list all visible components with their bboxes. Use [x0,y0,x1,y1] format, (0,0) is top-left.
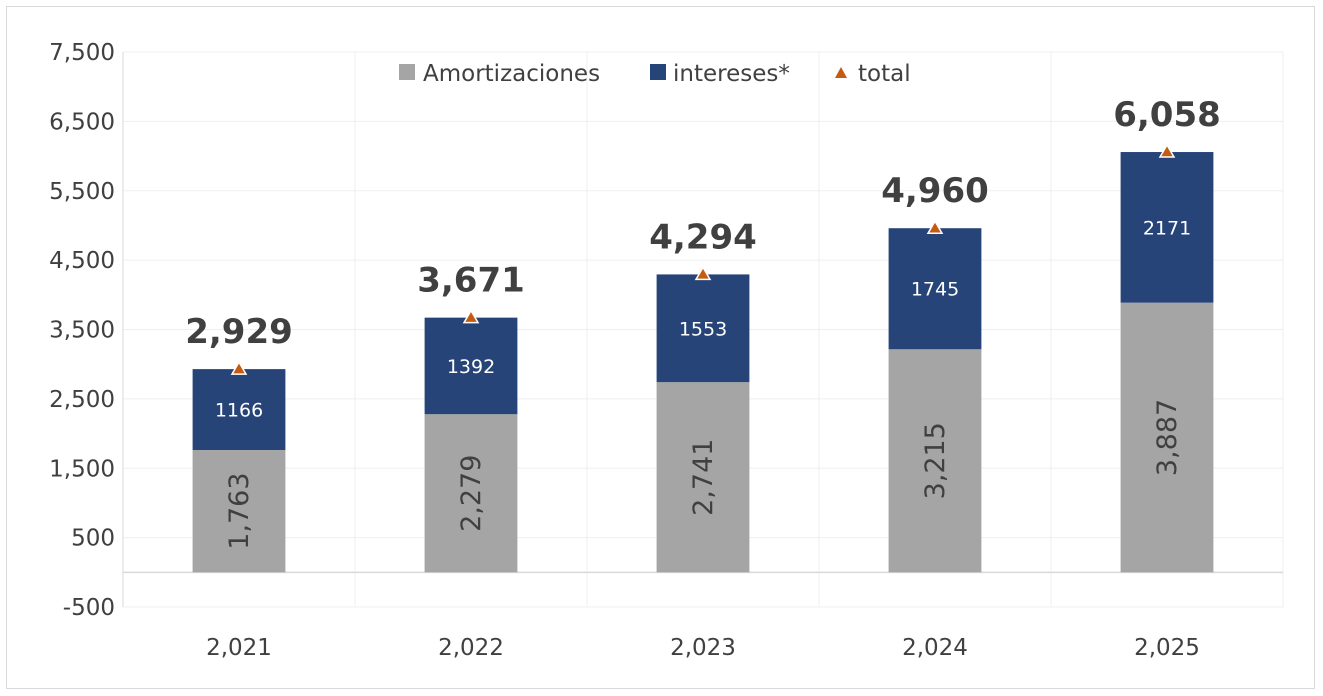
y-tick-label: 6,500 [49,109,115,135]
total-marker-icon [230,360,248,375]
total-marker-icon [462,309,480,324]
y-tick-label: 2,500 [49,387,115,413]
legend-swatch-amortizaciones [399,64,415,80]
x-axis: 2,021 2,022 2,023 2,024 2,025 [206,635,1200,661]
y-tick-label: 7,500 [49,40,115,66]
legend-swatch-intereses [650,64,666,80]
intereses-data-label: 1553 [679,318,727,340]
x-tick-label: 2,022 [438,635,504,661]
amortizaciones-data-label: 3,887 [1152,399,1183,476]
bar-intereses [192,369,286,451]
total-data-label: 4,960 [881,171,989,211]
y-tick-label: 3,500 [49,318,115,344]
bars [192,143,1214,573]
legend-label-amortizaciones: Amortizaciones [423,61,600,87]
total-data-label: 3,671 [417,261,525,301]
intereses-data-label: 2171 [1143,217,1191,239]
amortizaciones-data-label: 3,215 [920,422,951,499]
chart-frame [6,6,1315,689]
y-tick-label: 4,500 [49,248,115,274]
bar-intereses [424,317,518,415]
x-tick-label: 2,021 [206,635,272,661]
bar-amortizaciones [192,450,286,573]
legend: Amortizaciones intereses* total [399,61,911,87]
y-tick-label: 500 [71,526,115,552]
intereses-data-label: 1392 [447,356,495,378]
total-data-label: 6,058 [1113,95,1221,135]
bar-intereses [1120,152,1214,303]
total-data-label: 4,294 [649,217,757,257]
bar-amortizaciones [656,382,750,573]
y-tick-label: 5,500 [49,179,115,205]
total-marker-icon [694,265,712,281]
amortizaciones-data-label: 2,279 [456,455,487,532]
bar-intereses [656,274,750,383]
x-tick-label: 2,025 [1134,635,1200,661]
total-data-label: 2,929 [185,312,293,352]
legend-marker-total-icon [835,67,847,78]
legend-label-total: total [858,61,911,87]
total-marker-icon [926,219,944,234]
legend-label-intereses: intereses* [673,61,790,87]
bar-intereses [888,228,982,350]
total-marker-icon [1158,143,1176,158]
y-tick-label: -500 [63,595,115,621]
bar-amortizaciones [1120,302,1214,573]
amortizaciones-data-label: 2,741 [688,439,719,516]
intereses-data-label: 1745 [911,279,959,301]
x-tick-label: 2,024 [902,635,968,661]
y-axis: 7,500 6,500 5,500 4,500 3,500 2,500 1,500 500 -5… [49,40,115,621]
bar-amortizaciones [424,414,518,573]
amortizaciones-data-label: 1,763 [224,473,255,550]
data-labels: 1,763 1166 2,929 2,279 1392 3,671 2,741 1553 4,2… [185,95,1221,550]
intereses-data-label: 1166 [215,400,263,422]
gridlines [122,51,1284,608]
y-tick-label: 1,500 [49,456,115,482]
bar-amortizaciones [888,349,982,573]
x-tick-label: 2,023 [670,635,736,661]
